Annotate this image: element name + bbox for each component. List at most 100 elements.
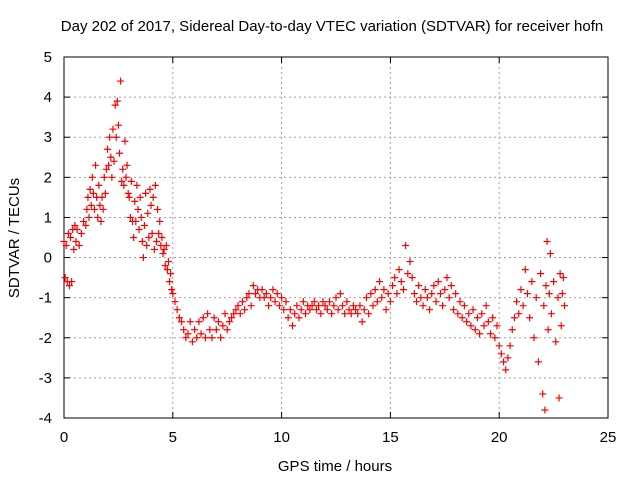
data-point bbox=[80, 217, 88, 225]
data-point bbox=[345, 306, 353, 314]
data-point bbox=[432, 298, 440, 306]
data-point bbox=[382, 306, 390, 314]
y-tick-label: 2 bbox=[44, 169, 52, 186]
data-point bbox=[68, 278, 76, 286]
data-point bbox=[544, 326, 552, 334]
data-point bbox=[158, 234, 166, 241]
data-point bbox=[273, 290, 281, 298]
data-point bbox=[500, 358, 508, 366]
data-point bbox=[95, 181, 103, 189]
data-point bbox=[169, 290, 177, 298]
data-point bbox=[267, 294, 275, 302]
data-point bbox=[73, 225, 81, 233]
data-point bbox=[138, 238, 146, 246]
data-point bbox=[106, 133, 114, 141]
data-point bbox=[98, 193, 106, 201]
data-point bbox=[336, 290, 344, 298]
data-point bbox=[139, 254, 147, 262]
data-point bbox=[540, 302, 548, 310]
data-point bbox=[406, 258, 414, 266]
data-point bbox=[236, 310, 244, 318]
data-point bbox=[439, 302, 447, 310]
data-point bbox=[167, 270, 175, 278]
data-point bbox=[241, 306, 249, 314]
data-point bbox=[117, 77, 125, 85]
data-point bbox=[178, 318, 186, 326]
data-point bbox=[526, 314, 534, 322]
data-point bbox=[258, 286, 266, 294]
data-points bbox=[60, 77, 568, 414]
data-point bbox=[523, 290, 531, 298]
data-point bbox=[161, 262, 169, 270]
data-point bbox=[419, 302, 427, 310]
data-point bbox=[71, 221, 79, 229]
data-point bbox=[456, 298, 464, 306]
data-point bbox=[534, 358, 542, 366]
data-point bbox=[147, 201, 155, 209]
data-point bbox=[148, 229, 156, 237]
data-point bbox=[447, 282, 455, 290]
data-point bbox=[168, 286, 176, 294]
data-point bbox=[149, 193, 157, 201]
data-point bbox=[82, 221, 90, 229]
data-point bbox=[341, 310, 349, 318]
data-point bbox=[517, 286, 525, 294]
data-point bbox=[223, 326, 231, 334]
data-point bbox=[513, 298, 521, 306]
data-point bbox=[463, 318, 471, 326]
data-point bbox=[121, 137, 129, 145]
data-point bbox=[114, 121, 122, 129]
data-point bbox=[504, 354, 512, 362]
data-point bbox=[413, 298, 421, 306]
data-point bbox=[108, 173, 116, 181]
data-point bbox=[308, 302, 316, 310]
data-point bbox=[184, 330, 192, 338]
data-point bbox=[380, 286, 388, 294]
data-point bbox=[156, 217, 164, 225]
data-point bbox=[469, 306, 477, 314]
data-point bbox=[171, 298, 179, 306]
data-point bbox=[376, 278, 384, 286]
data-point bbox=[408, 274, 416, 282]
data-point bbox=[191, 326, 199, 334]
data-point bbox=[72, 238, 80, 246]
data-point bbox=[142, 189, 150, 197]
data-point bbox=[65, 282, 73, 290]
data-point bbox=[491, 334, 499, 342]
data-point bbox=[295, 314, 303, 322]
data-point bbox=[367, 290, 375, 298]
data-point bbox=[132, 217, 140, 225]
data-point bbox=[206, 326, 214, 334]
data-point bbox=[458, 314, 466, 322]
data-point bbox=[145, 234, 153, 241]
data-point bbox=[452, 290, 460, 298]
x-tick-label: 25 bbox=[600, 429, 617, 446]
data-point bbox=[122, 173, 130, 181]
plot-frame bbox=[63, 56, 609, 419]
data-point bbox=[111, 101, 119, 109]
chart-grid bbox=[64, 57, 608, 418]
data-point bbox=[349, 302, 357, 310]
data-point bbox=[478, 310, 486, 318]
data-point bbox=[519, 302, 527, 310]
data-point bbox=[297, 306, 305, 314]
data-point bbox=[397, 278, 405, 286]
data-point bbox=[471, 326, 479, 334]
data-point bbox=[186, 318, 194, 326]
data-point bbox=[299, 298, 307, 306]
data-point bbox=[125, 193, 133, 201]
data-point bbox=[334, 306, 342, 314]
data-point bbox=[399, 286, 407, 294]
data-point bbox=[166, 278, 174, 286]
data-point bbox=[84, 193, 92, 201]
data-point bbox=[556, 270, 564, 278]
data-point bbox=[221, 310, 229, 318]
data-point bbox=[195, 318, 203, 326]
data-point bbox=[354, 310, 362, 318]
data-point bbox=[476, 330, 484, 338]
y-tick-label: 1 bbox=[44, 209, 52, 226]
data-point bbox=[460, 302, 468, 310]
data-point bbox=[89, 189, 97, 197]
x-tick-label: 0 bbox=[60, 429, 68, 446]
data-point bbox=[543, 238, 551, 246]
